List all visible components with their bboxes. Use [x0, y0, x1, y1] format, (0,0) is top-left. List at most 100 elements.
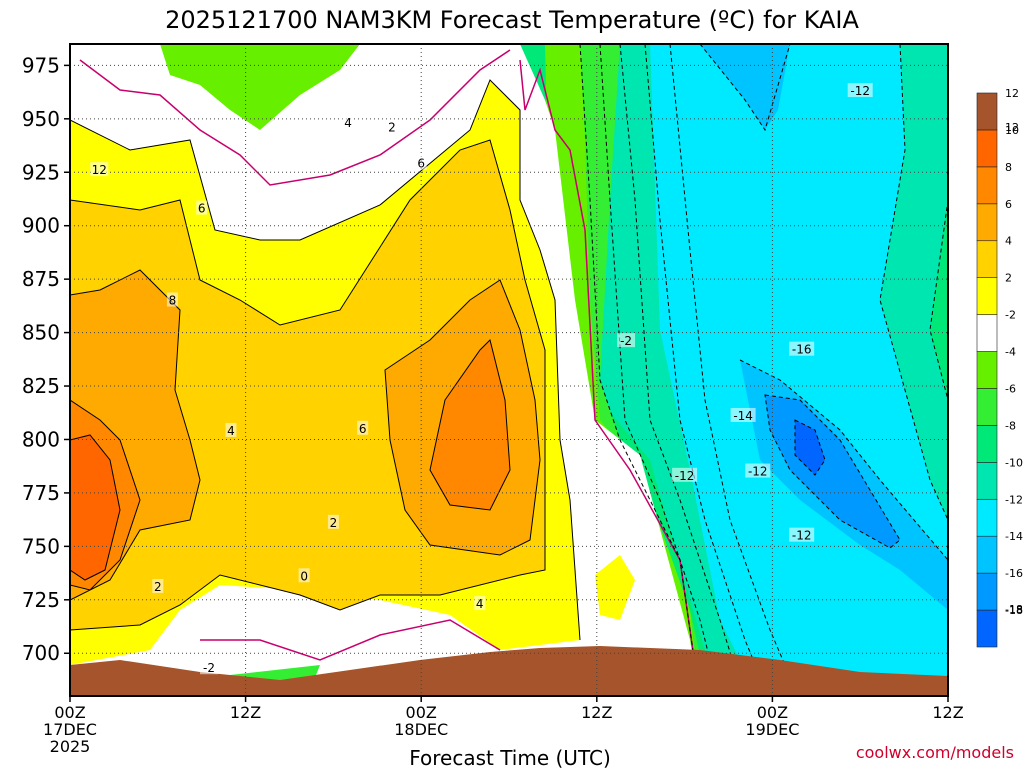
- terrain: [70, 646, 948, 696]
- contour-label-text: 6: [417, 157, 425, 171]
- zero-contours: [79, 49, 701, 696]
- contour-label: 6: [196, 200, 208, 216]
- contour-label: 4: [474, 596, 486, 611]
- x-axis-label: Forecast Time (UTC): [409, 746, 611, 768]
- contour-0-top: [79, 49, 511, 186]
- y-tick-label: 800: [22, 427, 60, 451]
- contour-minus4: [599, 44, 720, 696]
- colorbar-label: 8: [1005, 161, 1012, 174]
- contour-label-text: -12: [748, 465, 768, 479]
- contour-label-bg: [617, 333, 636, 348]
- contour-label-text: -14: [733, 409, 753, 423]
- colorbar-label: -4: [1005, 346, 1016, 359]
- contour-label-text: 2: [330, 516, 338, 530]
- contour-label: -12: [745, 463, 771, 479]
- credit-text: coolwx.com/models: [856, 743, 1014, 762]
- y-tick-label: 875: [22, 267, 60, 291]
- contour-label-bg: [745, 463, 771, 478]
- field-minus18: [795, 420, 825, 475]
- contour-label: -14: [730, 407, 756, 423]
- contour-label: 2: [386, 119, 398, 134]
- contour-label-text: 4: [476, 597, 484, 611]
- y-tick-label: 750: [22, 534, 60, 558]
- contour-label-text: -12: [850, 84, 870, 98]
- contour-label: -12: [672, 467, 698, 483]
- contour-label: 4: [342, 115, 354, 130]
- y-tick-label: 975: [22, 53, 60, 77]
- x-tick-label: 12Z: [230, 703, 261, 722]
- y-tick-label: 825: [22, 374, 60, 398]
- y-tick-label: 850: [22, 321, 60, 345]
- contour-label-bg: [789, 341, 815, 356]
- contour-label: 8: [166, 292, 178, 308]
- contour-label-bg: [474, 596, 486, 611]
- grid: [70, 44, 948, 696]
- contour-label: -2: [200, 660, 219, 675]
- contour-label: 0: [298, 568, 310, 583]
- colorbar-swatch: [976, 388, 998, 426]
- contour-label-bg: [90, 162, 109, 177]
- colorbar-swatch: [976, 314, 998, 352]
- plot-frame: [69, 43, 949, 697]
- contour-2: [70, 79, 581, 641]
- contour-label-bg: [847, 83, 873, 98]
- colorbar-swatch: [976, 572, 998, 611]
- contour-label-text: -16: [792, 343, 812, 357]
- contour-label: -12: [789, 527, 815, 543]
- contour-label-bg: [327, 514, 339, 529]
- colorbar-label: -16: [1005, 567, 1023, 580]
- contour-label-text: 0: [300, 569, 308, 583]
- colorbar-label: -10: [1005, 456, 1023, 469]
- colorbar-swatch: [976, 535, 998, 574]
- colorbar-swatch: [976, 351, 998, 389]
- contour-label-bg: [357, 420, 369, 435]
- x-tick-label: 12Z: [932, 703, 963, 722]
- y-axis: 700 725 750 775 800 825 850 875 900 925 950 975: [22, 53, 70, 665]
- contour-label-text: 2: [388, 120, 396, 134]
- contour-label-text: 6: [198, 202, 206, 216]
- contour-label-text: 8: [169, 294, 177, 308]
- contour-label-text: -2: [203, 661, 215, 675]
- y-tick-label: 950: [22, 107, 60, 131]
- contour-8-west: [70, 399, 141, 591]
- contour-label-bg: [298, 568, 310, 583]
- contour-label-bg: [225, 422, 237, 437]
- x-tick-label: 19DEC: [745, 720, 799, 739]
- contour-6-east: [384, 279, 541, 556]
- contour-labels: -2 2 0 4 2 4 6 8 6 12 6 2 4 -2 -12 -12 -12 -14 -16 -12: [90, 83, 873, 675]
- colorbar-label: -12: [1005, 493, 1023, 506]
- contour-label-bg: [415, 155, 427, 170]
- contour-label-bg: [166, 292, 178, 307]
- x-tick-label: 00Z: [406, 703, 437, 722]
- x-tick-label: 17DEC: [43, 720, 97, 739]
- colorbar-swatch: [976, 498, 998, 537]
- contour-label-text: -12: [675, 469, 695, 483]
- y-tick-label: 725: [22, 588, 60, 612]
- field-8-10-east: [430, 340, 510, 510]
- colorbar-label: -6: [1005, 382, 1016, 395]
- colorbar-swatch: [976, 92, 998, 131]
- contour-label: 6: [415, 155, 427, 171]
- contour-label-text: 12: [92, 163, 107, 177]
- colorbar-label: 10: [1005, 124, 1019, 137]
- contour-label: 4: [225, 422, 237, 438]
- contour-minus18: [794, 419, 826, 476]
- x-tick-label: 12Z: [581, 703, 612, 722]
- contour-label-text: 6: [359, 422, 367, 436]
- contour-10: [70, 434, 121, 581]
- contour-minus6: [619, 44, 745, 696]
- contour-label-bg: [730, 407, 756, 422]
- contour-label-bg: [386, 119, 398, 134]
- colorbar-swatch: [976, 277, 998, 315]
- colorbar-label: 12: [1005, 87, 1019, 100]
- contour-label-bg: [672, 467, 698, 482]
- contour-label: 2: [152, 578, 164, 594]
- colorbar-swatch: [976, 425, 998, 463]
- contour-minus16: [764, 394, 901, 549]
- contour-0-east: [519, 59, 701, 696]
- colorbar-swatch: [976, 240, 998, 278]
- chart-title: 2025121700 NAM3KM Forecast Temperature (…: [165, 6, 859, 34]
- colorbar-swatch: [976, 129, 998, 168]
- contour-label: 12: [90, 162, 109, 177]
- field-10-12: [70, 435, 120, 580]
